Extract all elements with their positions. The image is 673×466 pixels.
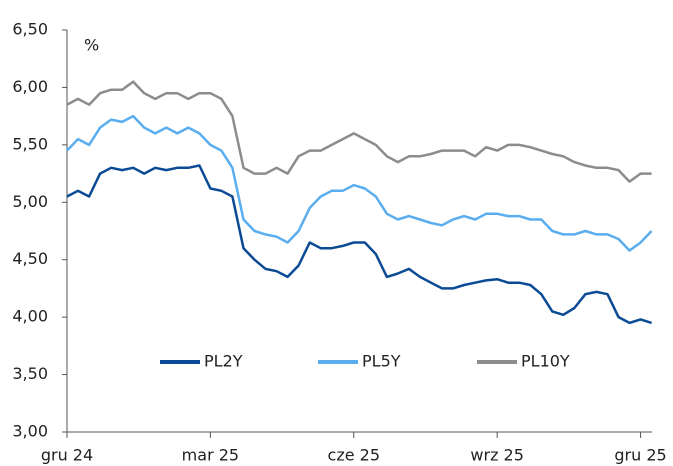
series-line [66, 114, 653, 252]
y-tick-label: 5,50 [12, 134, 48, 153]
series-line [66, 80, 652, 183]
y-unit: % [84, 36, 99, 55]
legend-label: PL10Y [521, 352, 570, 371]
x-tick-label: wrz 25 [470, 446, 524, 465]
series-line [66, 164, 652, 325]
legend-label: PL2Y [204, 352, 243, 371]
y-tick-label: 4,50 [12, 249, 48, 268]
y-tick-label: 6,50 [12, 20, 48, 39]
x-tick-label: cze 25 [328, 446, 380, 465]
x-tick-label: mar 25 [182, 446, 239, 465]
y-tick-label: 4,00 [12, 307, 48, 326]
y-tick-label: 5,00 [12, 192, 48, 211]
x-tick-label: gru 25 [614, 446, 666, 465]
y-tick-label: 3,50 [12, 364, 48, 383]
x-tick-label: gru 24 [41, 446, 93, 465]
y-tick-label: 3,00 [12, 422, 48, 441]
y-tick-label: 6,00 [12, 77, 48, 96]
legend-label: PL5Y [362, 352, 401, 371]
